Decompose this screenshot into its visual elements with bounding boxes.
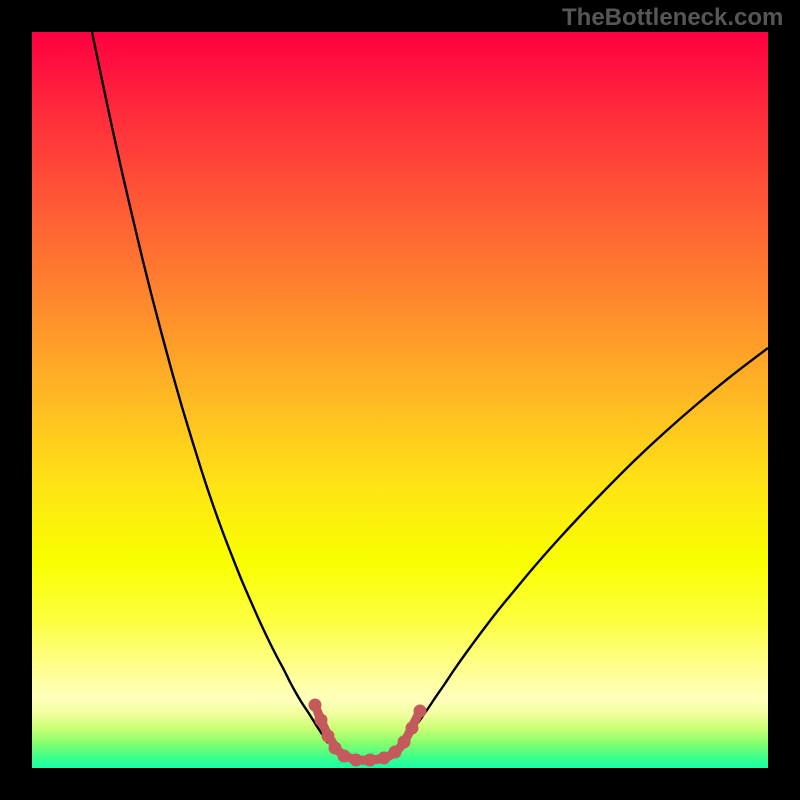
data-marker xyxy=(322,730,335,743)
data-marker xyxy=(364,754,377,767)
data-marker xyxy=(350,754,363,767)
data-marker xyxy=(406,722,419,735)
watermark-text: TheBottleneck.com xyxy=(562,4,783,32)
data-marker xyxy=(315,714,328,727)
data-marker xyxy=(338,750,351,763)
gradient-background xyxy=(32,32,768,768)
data-marker xyxy=(389,746,402,759)
data-marker xyxy=(378,752,391,765)
data-marker xyxy=(414,705,427,718)
plot-area xyxy=(32,32,768,768)
data-marker xyxy=(309,699,322,712)
plot-svg xyxy=(32,32,768,768)
data-marker xyxy=(398,736,411,749)
